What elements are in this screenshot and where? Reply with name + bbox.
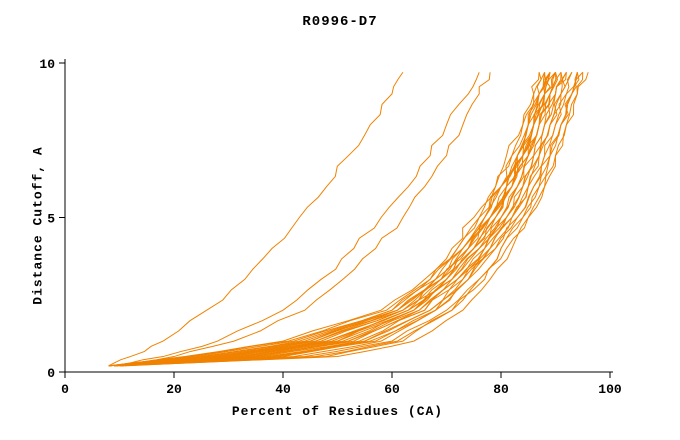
- series-line: [114, 72, 580, 367]
- series-line: [114, 72, 562, 367]
- series-line: [119, 71, 551, 367]
- series-line: [113, 72, 491, 367]
- series-line: [113, 72, 546, 367]
- series-line: [108, 72, 542, 367]
- x-tick-label: 60: [384, 382, 400, 397]
- series-line: [108, 72, 551, 367]
- x-tick-label: 100: [598, 382, 622, 397]
- series-line: [108, 72, 556, 367]
- x-tick-label: 0: [61, 382, 69, 397]
- series-line: [108, 72, 551, 367]
- series-line: [114, 71, 584, 367]
- series-line: [119, 72, 558, 367]
- series-line: [114, 72, 546, 367]
- y-tick-label: 5: [47, 212, 55, 227]
- x-tick-label: 80: [493, 382, 509, 397]
- series-line: [108, 72, 540, 367]
- series-line: [114, 72, 563, 367]
- x-tick-label: 40: [275, 382, 291, 397]
- series-line: [108, 71, 404, 367]
- series-line: [114, 72, 573, 367]
- series-line: [124, 72, 578, 367]
- y-tick-label: 10: [39, 57, 55, 72]
- series-line: [113, 72, 480, 367]
- x-axis-label: Percent of Residues (CA): [231, 404, 444, 419]
- series-line: [108, 72, 546, 367]
- y-tick-label: 0: [47, 366, 55, 381]
- series-line: [119, 72, 551, 367]
- series-line: [114, 72, 557, 367]
- x-tick-label: 20: [166, 382, 182, 397]
- series-line: [119, 72, 567, 367]
- series-line: [108, 71, 562, 367]
- series-line: [119, 72, 578, 367]
- series-line: [119, 72, 556, 367]
- series-line: [119, 72, 589, 367]
- chart-title: R0996-D7: [302, 14, 378, 30]
